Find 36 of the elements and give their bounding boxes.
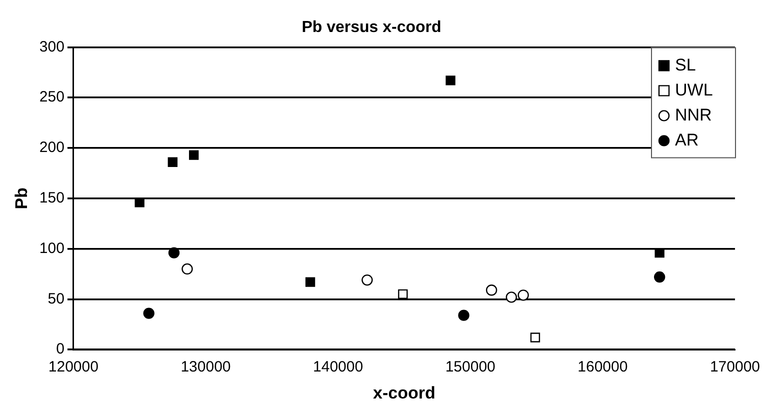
y-tick-label: 0 xyxy=(56,340,64,358)
point xyxy=(134,198,144,208)
point xyxy=(518,290,529,301)
legend-label: SL xyxy=(675,55,696,74)
point xyxy=(530,332,540,342)
point xyxy=(305,277,316,287)
x-tick-label: 140000 xyxy=(313,358,364,376)
legend-label: NNR xyxy=(675,105,712,124)
y-tick-label: 200 xyxy=(39,139,64,156)
y-tick-label: 100 xyxy=(39,240,64,257)
x-tick-label: 150000 xyxy=(445,358,496,376)
point xyxy=(654,271,666,283)
x-tick-label: 170000 xyxy=(710,358,760,376)
point xyxy=(362,274,373,286)
chart-title: Pb versus x-coord xyxy=(302,19,442,36)
legend-label: UWL xyxy=(675,80,713,100)
point xyxy=(458,310,470,321)
y-axis-title: Pb xyxy=(12,188,31,210)
point xyxy=(168,157,178,167)
y-tick-label: 300 xyxy=(39,38,64,56)
x-tick-label: 130000 xyxy=(180,358,231,376)
point xyxy=(143,308,154,319)
x-tick-label: 160000 xyxy=(578,358,628,376)
point xyxy=(446,76,456,86)
point xyxy=(398,289,408,299)
y-tick-label: 250 xyxy=(39,88,64,106)
point xyxy=(188,150,199,160)
point xyxy=(486,284,498,296)
x-axis-title: x-coord xyxy=(373,383,436,402)
x-tick-label: 120000 xyxy=(48,358,98,376)
point xyxy=(168,247,180,258)
y-tick-label: 50 xyxy=(48,290,64,308)
point xyxy=(182,263,193,275)
point xyxy=(506,292,517,303)
y-tick-label: 150 xyxy=(39,190,64,207)
legend-label: AR xyxy=(675,130,699,150)
